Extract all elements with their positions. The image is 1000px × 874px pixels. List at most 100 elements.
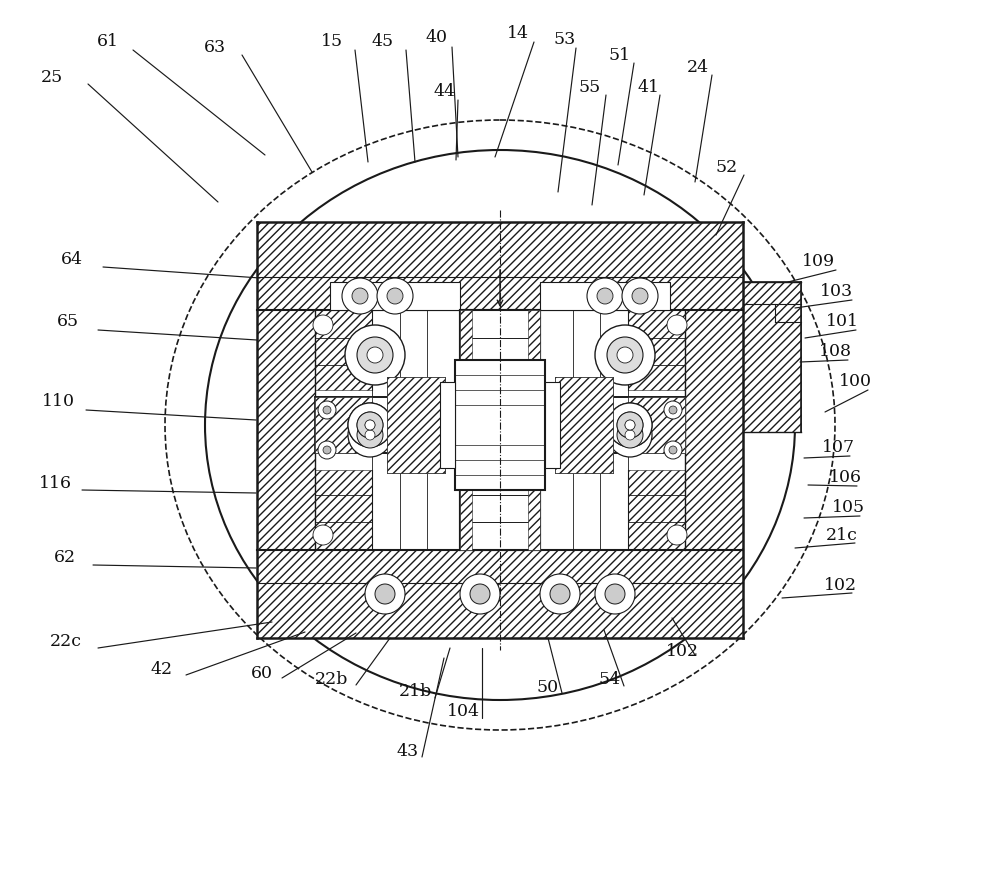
Circle shape [622,278,658,314]
Circle shape [348,403,392,447]
Text: 103: 103 [819,283,853,301]
Text: 109: 109 [801,253,835,270]
Text: 65: 65 [57,314,79,330]
Bar [257,310,315,550]
Bar [743,282,801,432]
Circle shape [617,347,633,363]
Circle shape [352,288,368,304]
Bar [315,397,685,453]
Bar [460,310,472,550]
Circle shape [550,584,570,604]
Bar [387,377,445,473]
Circle shape [625,420,635,430]
Circle shape [375,584,395,604]
Circle shape [365,420,375,430]
Bar [685,310,743,550]
Bar [628,390,685,470]
Bar [743,282,801,432]
Text: 106: 106 [828,469,862,487]
Circle shape [632,288,648,304]
Bar [555,377,613,473]
Text: 110: 110 [42,393,74,411]
Ellipse shape [205,150,795,700]
Circle shape [608,413,652,457]
Bar [387,377,445,473]
Text: 54: 54 [599,671,621,689]
Bar [440,382,455,468]
Circle shape [365,430,375,440]
Bar [460,310,540,550]
Text: 42: 42 [151,662,173,678]
Circle shape [587,278,623,314]
Text: 24: 24 [687,59,709,77]
Bar [330,282,460,310]
Text: 52: 52 [716,159,738,177]
Text: 62: 62 [54,550,76,566]
Circle shape [617,412,643,438]
Circle shape [540,574,580,614]
Circle shape [318,441,336,459]
Text: 43: 43 [397,744,419,760]
Bar [628,310,685,390]
Circle shape [387,288,403,304]
Circle shape [608,403,652,447]
Bar [455,360,545,490]
Text: 107: 107 [821,440,855,456]
Circle shape [377,278,413,314]
Text: 44: 44 [433,84,455,101]
Bar [315,397,372,453]
Circle shape [669,406,677,414]
Bar [528,310,540,550]
Bar [545,382,560,468]
Text: 14: 14 [507,25,529,43]
Circle shape [345,325,405,385]
Bar [257,222,743,310]
Circle shape [625,420,635,430]
Circle shape [365,574,405,614]
Bar [540,282,670,310]
Text: 22b: 22b [315,671,349,689]
Text: 40: 40 [426,30,448,46]
Text: 104: 104 [446,704,480,720]
Text: 21c: 21c [826,526,858,544]
Circle shape [313,525,333,545]
Circle shape [608,403,652,447]
Text: 50: 50 [537,679,559,697]
Circle shape [357,422,383,448]
Text: 60: 60 [251,665,273,683]
Text: 22c: 22c [50,634,82,650]
Text: 51: 51 [609,46,631,64]
Circle shape [313,315,333,335]
Circle shape [595,574,635,614]
Circle shape [617,422,643,448]
Text: 63: 63 [204,39,226,57]
Bar [555,377,613,473]
Text: 15: 15 [321,33,343,51]
Circle shape [460,574,500,614]
Text: 41: 41 [637,80,659,96]
Circle shape [318,401,336,419]
Circle shape [664,401,682,419]
Circle shape [367,347,383,363]
Circle shape [365,420,375,430]
Circle shape [625,430,635,440]
Text: 116: 116 [38,475,72,491]
Text: 105: 105 [831,500,865,517]
Circle shape [357,412,383,438]
Bar [628,397,685,453]
Circle shape [605,584,625,604]
Bar [315,310,460,550]
Circle shape [357,337,393,373]
Text: 45: 45 [372,33,394,51]
Circle shape [664,441,682,459]
Circle shape [357,412,383,438]
Bar [540,310,685,550]
Circle shape [342,278,378,314]
Bar [315,470,372,550]
Circle shape [348,403,392,447]
Circle shape [597,288,613,304]
Bar [315,390,372,470]
Circle shape [607,337,643,373]
Text: 61: 61 [97,33,119,51]
Circle shape [667,315,687,335]
